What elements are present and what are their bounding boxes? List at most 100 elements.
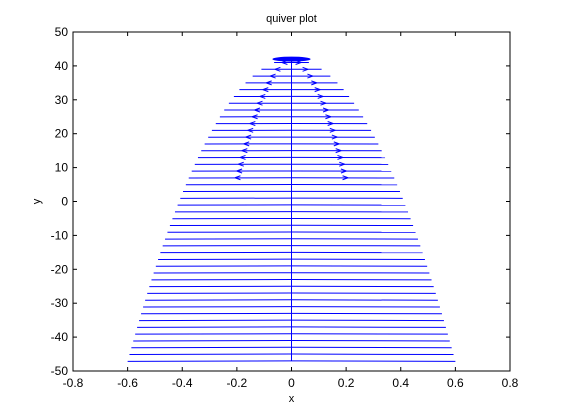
quiver-arrowhead <box>314 87 321 91</box>
quiver-arrowhead <box>331 136 338 140</box>
quiver-arrowhead <box>342 177 349 181</box>
quiver-arrowhead <box>320 100 327 104</box>
quiver-arrow-left <box>129 353 292 356</box>
quiver-arrowhead <box>337 156 344 160</box>
quiver-arrowhead <box>317 95 324 99</box>
quiver-arrowhead <box>335 150 342 154</box>
y-tick-label: 50 <box>55 25 69 39</box>
x-tick-label: 0.4 <box>392 376 409 390</box>
y-tick-label: -20 <box>51 262 69 276</box>
quiver-arrowhead <box>254 109 261 113</box>
quiver-arrowhead <box>259 93 266 97</box>
quiver-arrowhead <box>269 75 276 79</box>
x-tick-label: 0.6 <box>447 376 464 390</box>
quiver-arrowhead <box>238 161 244 165</box>
quiver-arrowhead <box>337 154 344 158</box>
quiver-arrowhead <box>329 129 336 133</box>
quiver-arrowhead <box>322 109 329 113</box>
quiver-arrowhead <box>245 134 252 138</box>
quiver-arrowhead <box>274 66 281 70</box>
quiver-arrowhead <box>236 170 243 174</box>
x-tick-label: -0.6 <box>117 376 138 390</box>
quiver-arrowhead <box>249 123 256 126</box>
quiver-arrowhead <box>274 68 281 72</box>
x-tick-label: -0.4 <box>172 376 193 390</box>
quiver-arrowhead <box>311 80 317 84</box>
quiver-arrowhead <box>329 127 336 131</box>
quiver-arrowhead <box>331 134 338 138</box>
quiver-arrowhead <box>339 161 345 165</box>
quiver-field <box>127 56 456 362</box>
quiver-arrowhead <box>243 141 250 145</box>
x-tick-label: -0.8 <box>63 376 84 390</box>
quiver-arrowhead <box>281 62 288 65</box>
y-axis-label: y <box>31 198 43 204</box>
quiver-arrowhead <box>259 95 266 99</box>
quiver-arrowhead <box>322 107 329 111</box>
quiver-arrowhead <box>314 89 321 93</box>
quiver-arrowhead <box>317 93 324 97</box>
x-axis-label: x <box>289 393 295 405</box>
quiver-arrowhead <box>269 73 276 77</box>
quiver-arrowhead <box>333 141 340 145</box>
quiver-arrowhead <box>307 75 314 79</box>
x-tick-label: -0.2 <box>227 376 248 390</box>
quiver-arrowhead <box>245 136 252 140</box>
quiver-arrowhead <box>340 168 347 172</box>
quiver-arrowhead <box>340 170 347 174</box>
quiver-arrowhead <box>249 121 256 124</box>
quiver-arrowhead <box>254 107 261 111</box>
quiver-arrowhead <box>241 150 248 154</box>
quiver-arrowhead <box>311 82 317 86</box>
quiver-arrow-right <box>291 353 454 356</box>
quiver-arrowhead <box>256 102 263 106</box>
chart-title: quiver plot <box>266 13 317 25</box>
quiver-arrowhead <box>327 123 334 126</box>
quiver-arrowhead <box>239 156 246 160</box>
quiver-arrowhead <box>262 89 269 93</box>
quiver-arrowhead <box>320 102 327 106</box>
quiver-arrowhead <box>302 66 309 70</box>
quiver-arrowhead <box>327 121 334 124</box>
axis-ticks: -0.8 -0.6 -0.4 -0.2 0 0.2 0.4 0.6 0.8 -50 -40 -30 -2… <box>51 25 519 390</box>
quiver-arrowhead <box>241 148 248 152</box>
y-tick-label: 0 <box>61 195 68 209</box>
quiver-arrow-left <box>127 360 292 362</box>
y-tick-label: -30 <box>51 296 69 310</box>
quiver-arrow-right <box>291 360 456 362</box>
quiver-arrowhead <box>295 62 302 65</box>
quiver-arrowhead <box>234 177 241 181</box>
quiver-arrowhead <box>256 100 263 104</box>
quiver-arrowhead <box>335 148 342 152</box>
quiver-arrowhead <box>247 127 254 131</box>
quiver-arrowhead <box>266 82 272 86</box>
y-tick-label: -40 <box>51 330 69 344</box>
quiver-arrowhead <box>333 143 340 147</box>
x-tick-label: 0.2 <box>338 376 355 390</box>
quiver-arrowhead <box>339 163 345 167</box>
x-tick-label: 0 <box>288 376 295 390</box>
quiver-arrowhead <box>238 163 244 167</box>
quiver-arrowhead <box>325 114 332 118</box>
quiver-arrowhead <box>251 114 258 118</box>
quiver-arrowhead <box>262 87 269 91</box>
quiver-arrowhead <box>342 175 349 179</box>
y-tick-label: 30 <box>55 93 69 107</box>
x-tick-label: 0.8 <box>502 376 519 390</box>
quiver-arrowhead <box>236 168 243 172</box>
quiver-arrowhead <box>243 143 250 147</box>
quiver-arrowhead <box>266 80 272 84</box>
quiver-arrowhead <box>325 116 332 120</box>
y-tick-label: 20 <box>55 127 69 141</box>
y-tick-label: 10 <box>55 161 69 175</box>
y-tick-label: -10 <box>51 228 69 242</box>
quiver-arrowhead <box>239 154 246 158</box>
quiver-arrowhead <box>251 116 258 120</box>
quiver-arrowhead <box>234 175 241 179</box>
quiver-arrowhead <box>302 68 309 72</box>
y-tick-label: -50 <box>51 364 69 378</box>
quiver-arrowhead <box>247 129 254 133</box>
y-tick-label: 40 <box>55 59 69 73</box>
